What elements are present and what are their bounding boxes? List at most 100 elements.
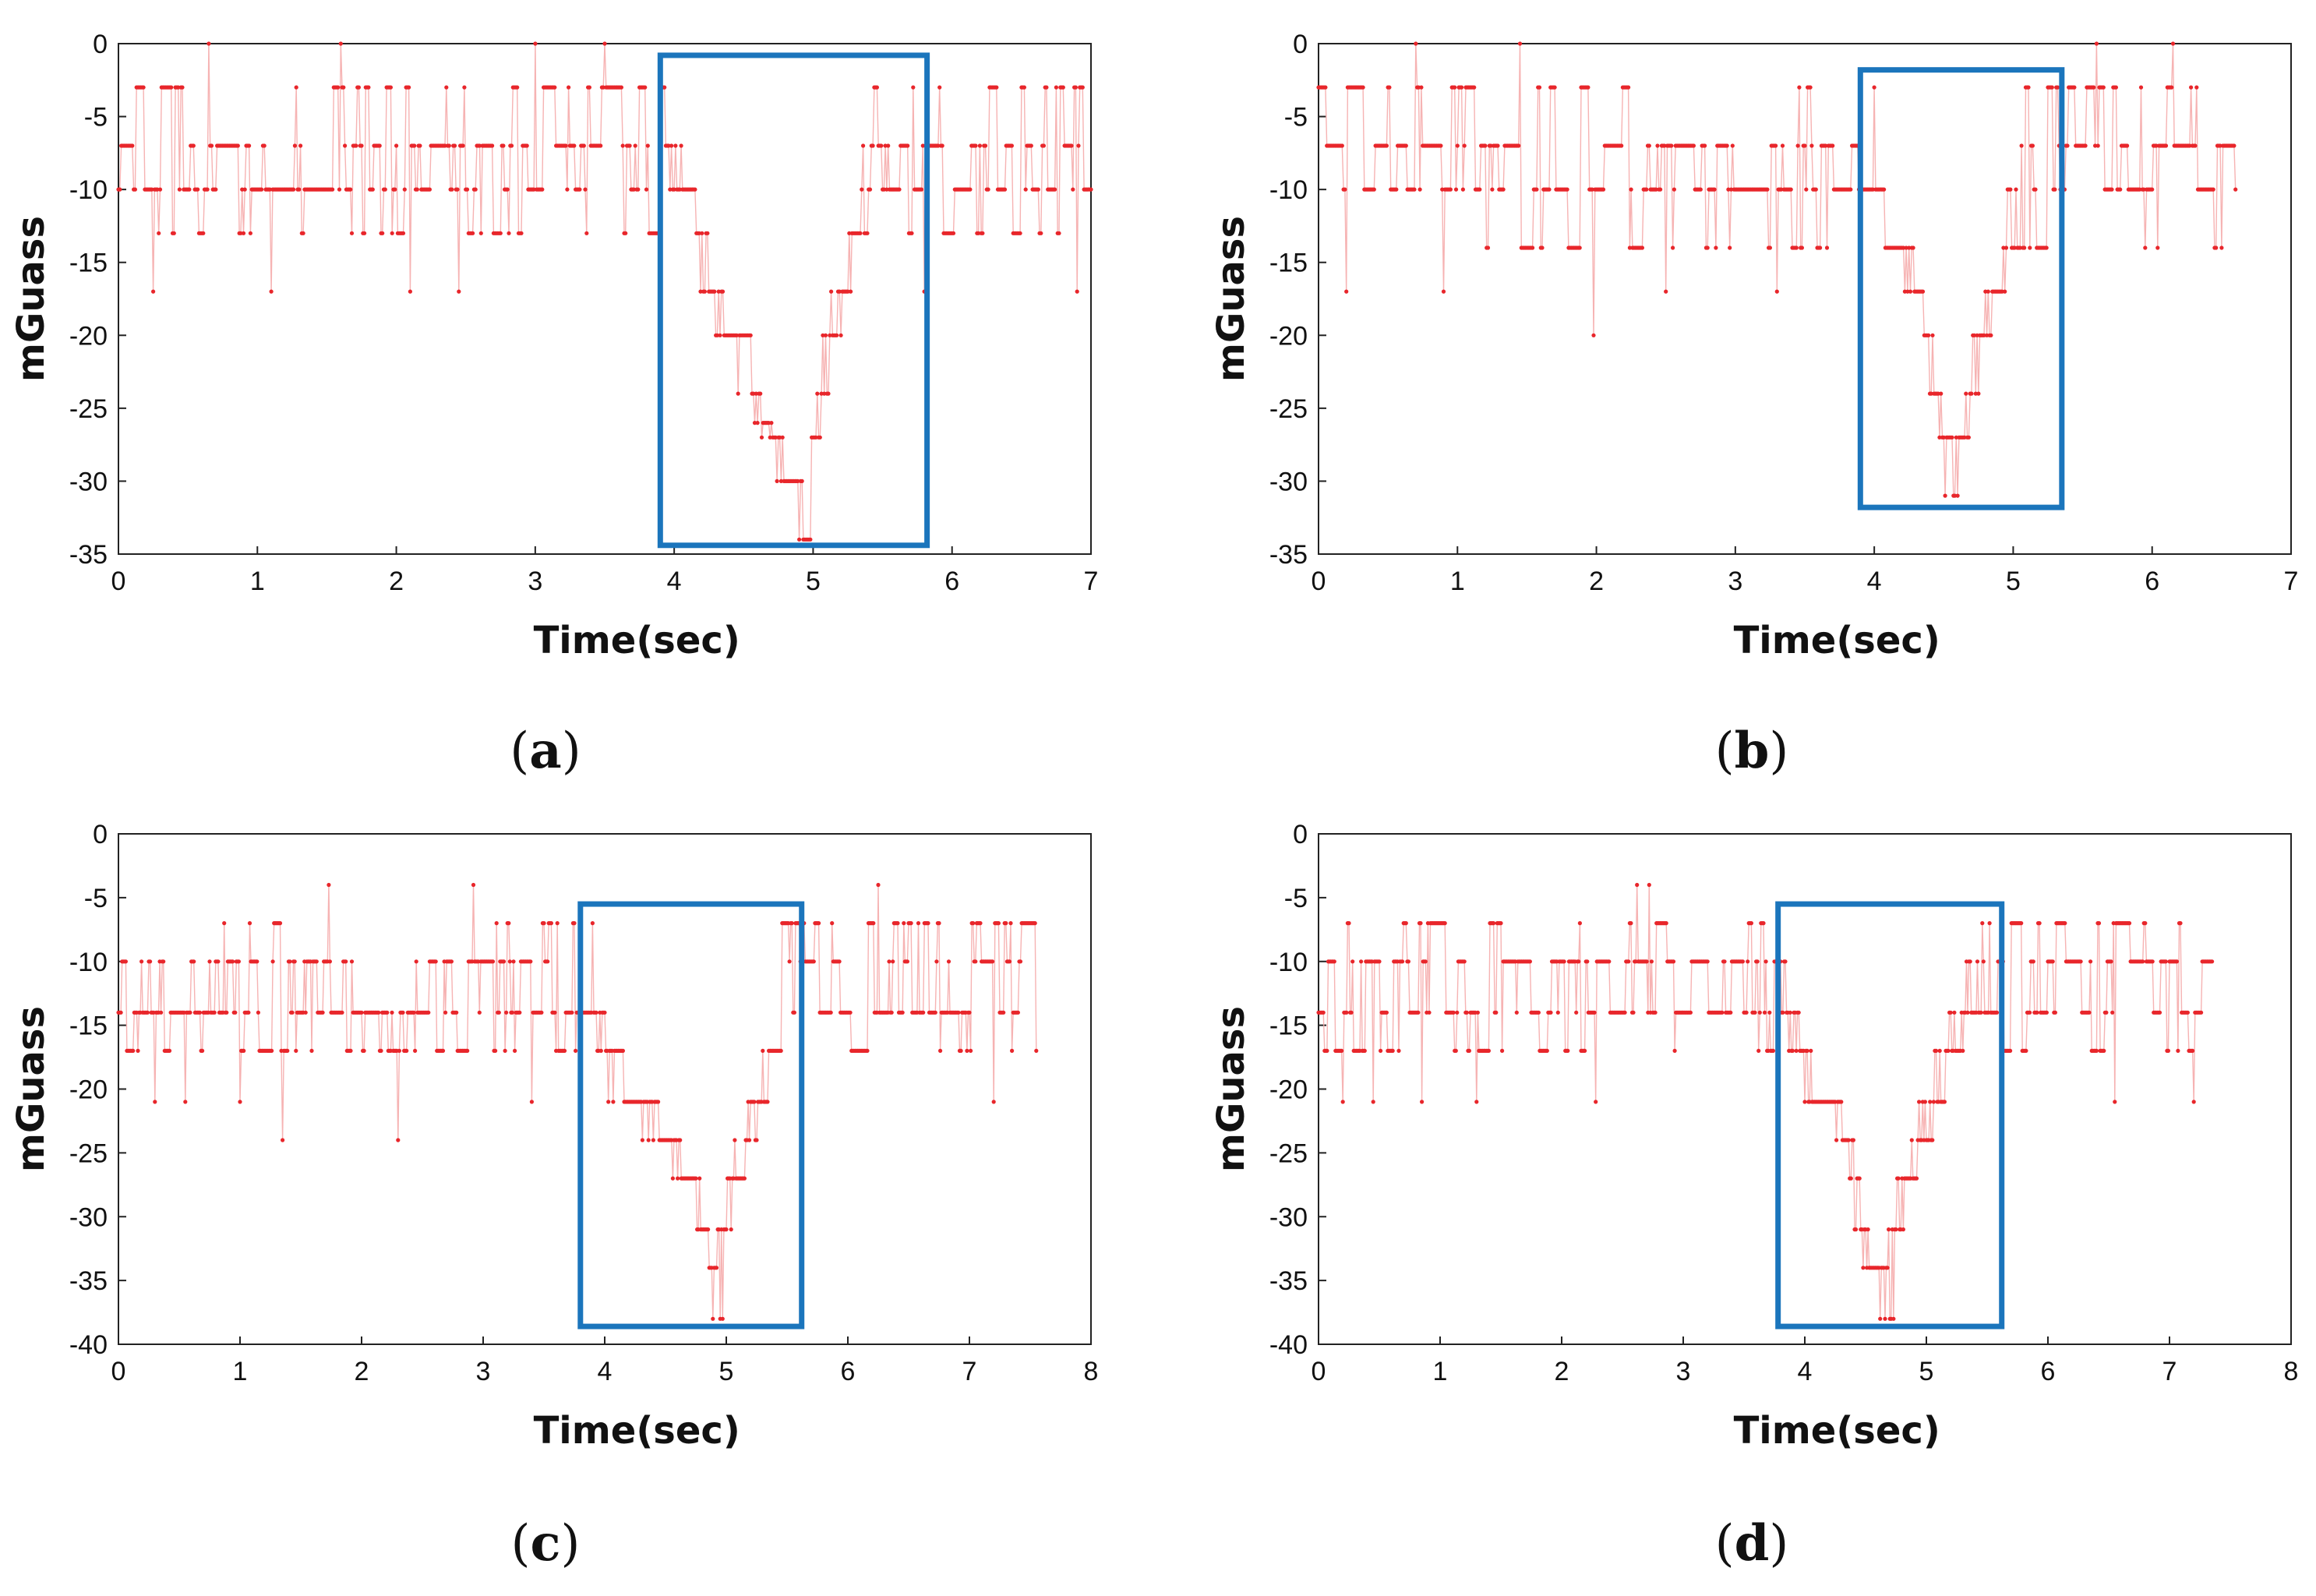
x-axis-label: Time(sec) <box>534 619 740 662</box>
data-point <box>1010 1048 1015 1053</box>
data-point <box>1952 493 1958 498</box>
data-point <box>1034 1048 1039 1053</box>
data-point <box>1943 493 1947 498</box>
data-point <box>1937 1048 1942 1053</box>
data-point <box>644 187 649 192</box>
data-point <box>819 391 824 396</box>
data-point <box>1756 1048 1761 1053</box>
data-point <box>501 959 507 964</box>
data-point <box>1887 1227 1891 1232</box>
data-point <box>1790 1048 1795 1053</box>
data-point <box>814 435 818 440</box>
data-point <box>2174 959 2179 964</box>
data-point <box>823 333 828 337</box>
data-point <box>971 921 976 926</box>
data-point <box>1343 187 1347 192</box>
data-point <box>1955 493 1960 498</box>
x-axis-label: Time(sec) <box>1734 619 1940 662</box>
data-point <box>905 959 909 964</box>
data-point <box>1669 143 1674 148</box>
data-point <box>1601 187 1606 192</box>
data-point <box>1804 187 1809 192</box>
data-point <box>477 143 482 148</box>
data-point <box>1763 959 1768 964</box>
data-point <box>1726 187 1731 192</box>
data-point <box>1464 1010 1469 1015</box>
data-point <box>959 1048 963 1053</box>
data-point <box>2138 85 2144 90</box>
data-point <box>1451 1010 1456 1015</box>
data-point <box>705 231 710 235</box>
data-point <box>817 921 821 926</box>
data-point <box>1486 1048 1491 1053</box>
data-point <box>2211 187 2215 192</box>
data-point <box>2026 85 2031 90</box>
data-point <box>1075 289 1079 294</box>
data-point <box>977 143 982 148</box>
data-point <box>583 187 588 192</box>
data-point <box>412 143 417 148</box>
data-point <box>2127 921 2132 926</box>
data-point <box>1347 921 1351 926</box>
data-point <box>1583 1048 1587 1053</box>
data-point <box>132 187 137 192</box>
data-point <box>1015 1010 1020 1015</box>
data-point <box>1937 435 1942 440</box>
data-point <box>553 1010 557 1015</box>
data-point <box>1980 921 1985 926</box>
data-point <box>533 41 538 46</box>
data-point <box>643 85 648 90</box>
data-point <box>309 1048 314 1053</box>
data-point <box>1089 187 1093 192</box>
data-point <box>2141 959 2145 964</box>
data-point <box>1969 391 1974 396</box>
data-point <box>620 143 625 148</box>
data-point <box>427 187 432 192</box>
data-point <box>837 959 842 964</box>
data-point <box>1794 245 1799 250</box>
data-point <box>623 231 628 235</box>
data-point <box>402 187 407 192</box>
data-point <box>141 85 146 90</box>
data-point <box>926 921 930 926</box>
data-point <box>207 41 211 46</box>
data-point <box>1954 435 1958 440</box>
data-point <box>1008 921 1013 926</box>
data-point <box>669 143 674 148</box>
data-point <box>2044 245 2049 250</box>
chart-panel-a: 0 1 2 3 4 5 6 7 0 -5 -10 -15 -20 -25 -30 -35 Time(sec) mG… <box>9 30 1098 780</box>
data-point <box>700 231 704 235</box>
data-point <box>1948 1010 1953 1015</box>
data-point <box>1712 187 1717 192</box>
y-tick-label: -5 <box>84 103 108 132</box>
data-point <box>490 143 495 148</box>
data-point <box>2109 959 2113 964</box>
data-point <box>672 187 676 192</box>
data-point <box>1839 1100 1844 1104</box>
data-point <box>567 85 571 90</box>
data-point <box>1039 231 1043 235</box>
y-tick-label: -15 <box>1269 249 1308 278</box>
data-point <box>1799 245 1804 250</box>
data-point <box>796 478 800 484</box>
data-point <box>262 143 267 148</box>
data-point <box>694 1176 698 1181</box>
data-point <box>2008 187 2013 192</box>
data-point <box>1400 959 1405 964</box>
data-point <box>292 143 297 148</box>
data-point <box>1406 959 1410 964</box>
data-point <box>2178 921 2183 926</box>
data-point <box>789 921 794 926</box>
data-point <box>2155 245 2160 250</box>
data-point <box>327 959 332 964</box>
data-point <box>426 1010 431 1015</box>
data-point <box>911 85 916 90</box>
x-tick-label: 6 <box>944 567 959 596</box>
data-point <box>418 143 422 148</box>
data-point <box>1781 1010 1785 1015</box>
data-point <box>539 1010 544 1015</box>
data-point <box>678 1138 683 1142</box>
data-point <box>292 959 297 964</box>
data-point <box>1418 921 1423 926</box>
